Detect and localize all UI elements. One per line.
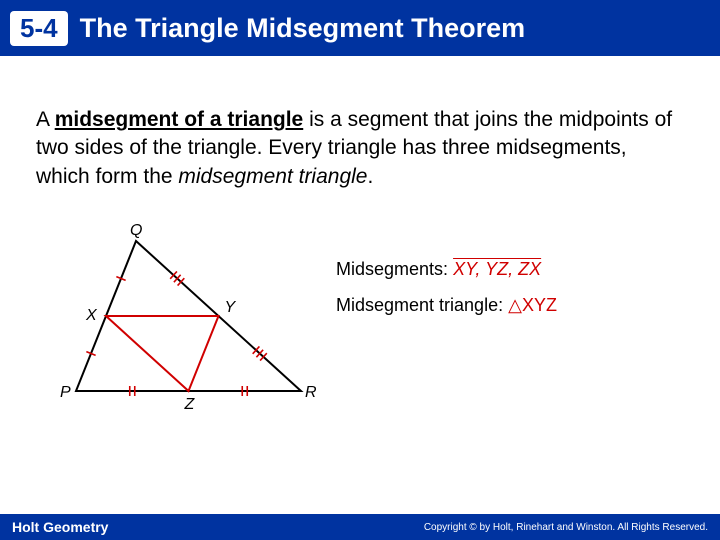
text-prefix: A	[36, 108, 55, 131]
svg-text:Q: Q	[130, 222, 142, 239]
definition-paragraph: A midsegment of a triangle is a segment …	[0, 56, 720, 211]
slide-title: The Triangle Midsegment Theorem	[80, 13, 526, 44]
midsegments-line: Midsegments: XY, YZ, ZX	[336, 251, 557, 287]
text-suffix: .	[367, 165, 373, 188]
content-row: P Q R X Y Z Midsegments: XY, YZ, ZX Midsegmen…	[0, 211, 720, 421]
svg-text:P: P	[60, 384, 71, 401]
section-badge: 5-4	[10, 11, 68, 46]
footer-bar: Holt Geometry Copyright © by Holt, Rineh…	[0, 514, 720, 540]
midtriangle-value: △XYZ	[508, 295, 557, 315]
diagram-svg: P Q R X Y Z	[56, 221, 316, 421]
defined-term: midsegment of a triangle	[55, 108, 304, 131]
midsegments-label: Midsegments:	[336, 259, 448, 279]
triangle-diagram: P Q R X Y Z	[56, 221, 316, 421]
annotation-block: Midsegments: XY, YZ, ZX Midsegment trian…	[316, 221, 557, 323]
svg-text:R: R	[305, 384, 316, 401]
header-bar: 5-4 The Triangle Midsegment Theorem	[0, 0, 720, 56]
midsegments-values: XY, YZ, ZX	[453, 259, 541, 279]
svg-text:Z: Z	[184, 396, 196, 413]
footer-brand: Holt Geometry	[12, 519, 108, 535]
svg-text:Y: Y	[225, 299, 237, 316]
midtriangle-line: Midsegment triangle: △XYZ	[336, 287, 557, 323]
midtriangle-label: Midsegment triangle:	[336, 295, 503, 315]
svg-text:X: X	[85, 307, 98, 324]
footer-copyright: Copyright © by Holt, Rinehart and Winsto…	[424, 522, 708, 533]
italic-term: midsegment triangle	[178, 165, 367, 188]
